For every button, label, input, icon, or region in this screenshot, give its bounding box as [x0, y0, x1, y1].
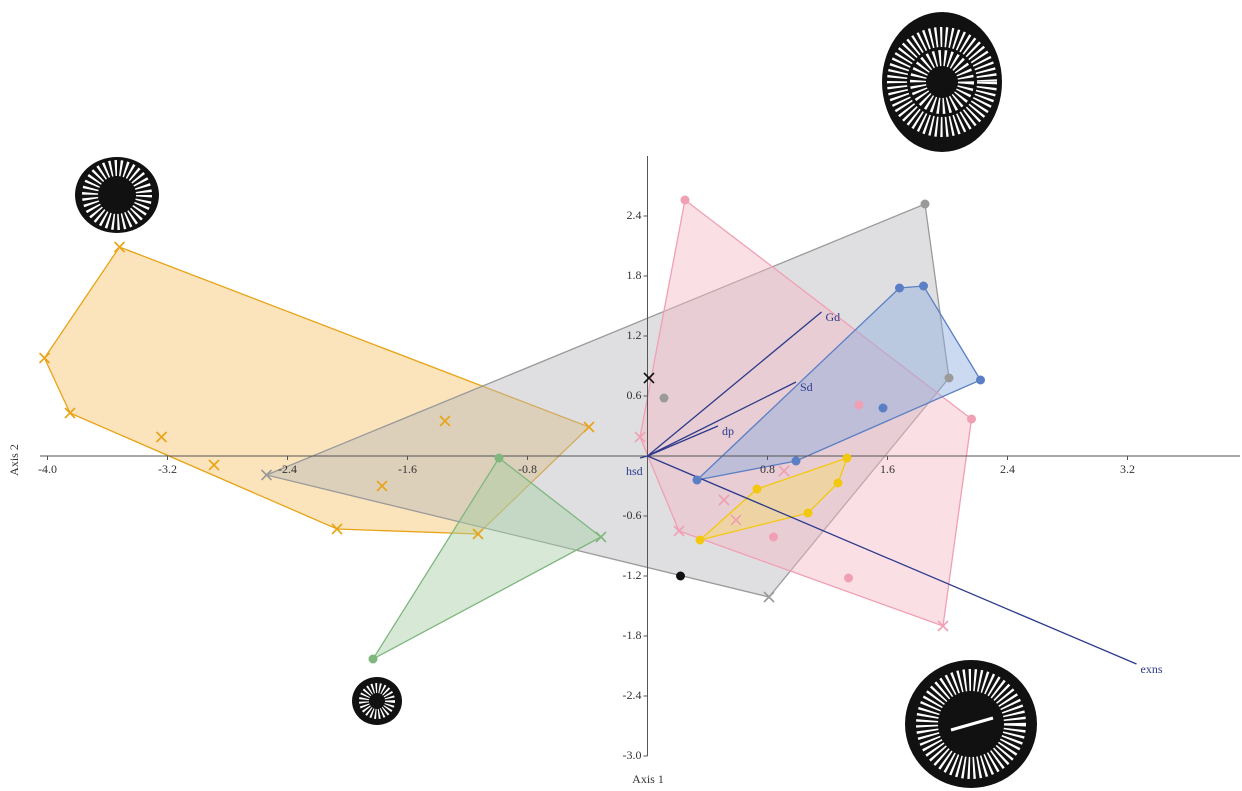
point-cross — [763, 591, 775, 603]
point-cross — [331, 523, 343, 535]
point — [844, 573, 853, 583]
y-tick-label: 1.2 — [627, 328, 642, 342]
coral-image — [352, 677, 402, 725]
point — [692, 475, 702, 485]
loading-vector — [647, 455, 1137, 665]
x-axis-label: Axis 1 — [632, 772, 664, 786]
vector-label: dp — [722, 424, 734, 438]
loading-vector — [639, 455, 648, 459]
y-axis-label: Axis 2 — [7, 444, 21, 476]
loading-vector — [647, 381, 797, 457]
x-tick-label: 3.2 — [1120, 462, 1135, 476]
vector-label: hsd — [626, 464, 643, 478]
point — [842, 453, 852, 463]
vector-label: Sd — [800, 380, 813, 394]
y-tick-label: -1.8 — [623, 628, 642, 642]
point-cross — [643, 372, 655, 384]
vector-label: exns — [1141, 662, 1163, 676]
point — [920, 199, 930, 209]
point — [494, 453, 504, 463]
y-tick-label: -2.4 — [623, 688, 642, 702]
point-cross — [730, 514, 742, 526]
point — [695, 535, 705, 545]
x-tick-label: 1.6 — [880, 462, 895, 476]
point-cross — [208, 459, 220, 471]
x-tick-label: 0.8 — [760, 462, 775, 476]
x-tick-label: -3.2 — [158, 462, 177, 476]
coral-image — [882, 12, 1002, 152]
x-tick-label: -4.0 — [38, 462, 57, 476]
point — [676, 571, 685, 581]
y-tick-label: -3.0 — [623, 748, 642, 762]
loading-vector — [647, 425, 719, 457]
point — [976, 375, 985, 385]
point — [919, 281, 928, 291]
point-cross — [113, 241, 126, 253]
coral-images — [75, 12, 1037, 788]
point-cross — [155, 431, 168, 443]
point — [967, 414, 976, 424]
point — [791, 456, 801, 466]
point-cross — [260, 469, 273, 481]
vector-label: Gd — [826, 310, 841, 324]
hull — [371, 457, 603, 661]
point — [752, 484, 762, 494]
point — [368, 654, 378, 664]
point-cross — [718, 494, 730, 506]
point-cross — [595, 531, 607, 543]
y-tick-label: 1.8 — [627, 268, 642, 282]
y-tick-label: 2.4 — [627, 208, 642, 222]
point-cross — [38, 352, 51, 364]
coral-image — [75, 157, 159, 233]
point — [680, 195, 690, 205]
x-tick-label: -2.4 — [278, 462, 297, 476]
y-tick-label: -0.6 — [623, 508, 642, 522]
x-tick-label: -0.8 — [518, 462, 537, 476]
point — [659, 393, 669, 403]
point-cross — [472, 528, 484, 540]
point — [803, 508, 813, 518]
point — [944, 373, 954, 383]
point-cross — [673, 525, 685, 537]
point-cross — [64, 407, 76, 419]
point-cross — [439, 415, 451, 427]
point-cross — [778, 465, 790, 477]
x-tick-label: 2.4 — [1000, 462, 1015, 476]
point-cross — [634, 431, 646, 443]
hull — [694, 285, 982, 482]
point-cross — [937, 620, 949, 632]
x-tick-label: -1.6 — [398, 462, 417, 476]
point — [833, 478, 843, 488]
point-cross — [376, 480, 388, 492]
point — [769, 532, 778, 542]
point — [895, 283, 904, 293]
coral-image — [905, 660, 1037, 788]
point — [854, 400, 864, 410]
point — [878, 403, 888, 413]
loading-vector — [647, 311, 822, 457]
y-tick-label: -1.2 — [623, 568, 642, 582]
y-tick-label: 0.6 — [627, 388, 642, 402]
point-cross — [583, 421, 595, 433]
